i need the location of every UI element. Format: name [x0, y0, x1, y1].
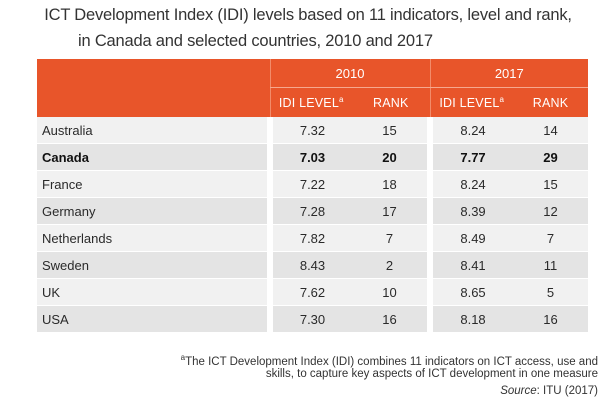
rank-2017-cell: 5 [513, 278, 589, 306]
idi-2017-cell: 7.77 [427, 143, 514, 171]
idi-2017-cell: 8.24 [427, 170, 514, 198]
idi-2017-cell: 8.65 [427, 278, 514, 306]
table-row: France 7.22 18 8.24 15 [37, 170, 589, 198]
rank-2010-cell: 15 [352, 117, 431, 144]
header-idi-level-2010: IDI LEVELa [269, 87, 352, 117]
header-rank-2017: RANK [513, 87, 589, 117]
table-row: Australia 7.32 15 8.24 14 [37, 117, 589, 144]
idi-2017-cell: 8.24 [427, 117, 514, 144]
table-header: 2010 2017 IDI LEVELa RANK IDI LEVELa RAN… [37, 59, 589, 117]
idi-2017-cell: 8.41 [427, 251, 514, 279]
header-idi-level-2017: IDI LEVELa [429, 87, 514, 117]
country-cell: Sweden [37, 251, 270, 279]
rank-2017-cell: 7 [513, 224, 589, 252]
idi-2010-cell: 7.82 [267, 224, 352, 252]
table-title-line-1: ICT Development Index (IDI) levels based… [44, 6, 572, 24]
footnote-marker: a [339, 94, 344, 104]
source-note: Source: ITU (2017) [500, 385, 598, 397]
idi-2010-cell: 7.62 [267, 278, 352, 306]
country-cell: Netherlands [37, 224, 270, 252]
country-cell: UK [37, 278, 270, 306]
idi-table: 2010 2017 IDI LEVELa RANK IDI LEVELa RAN… [37, 59, 589, 333]
header-year-2010: 2010 [269, 59, 431, 88]
idi-2010-cell: 8.43 [267, 251, 352, 279]
idi-2017-cell: 8.18 [427, 305, 514, 333]
rank-2010-cell: 7 [352, 224, 431, 252]
rank-2017-cell: 29 [513, 143, 589, 171]
rank-2010-cell: 18 [352, 170, 431, 198]
footnote-line-2: skills, to capture key aspects of ICT de… [265, 368, 598, 380]
rank-2017-cell: 12 [513, 197, 589, 225]
rank-2010-cell: 17 [352, 197, 431, 225]
rank-2017-cell: 11 [513, 251, 589, 279]
rank-2010-cell: 2 [352, 251, 431, 279]
table-row: UK 7.62 10 8.65 5 [37, 278, 589, 306]
header-year-2017: 2017 [429, 59, 589, 88]
table-row: USA 7.30 16 8.18 16 [37, 305, 589, 333]
country-cell: Canada [37, 143, 270, 171]
rank-2017-cell: 15 [513, 170, 589, 198]
table-body: Australia 7.32 15 8.24 14 Canada 7.03 20 7.77 29 F… [37, 117, 589, 333]
table-title-line-2: in Canada and selected countries, 2010 a… [78, 32, 433, 50]
idi-2010-cell: 7.28 [267, 197, 352, 225]
country-cell: USA [37, 305, 270, 333]
country-cell: Germany [37, 197, 270, 225]
country-cell: France [37, 170, 270, 198]
idi-2010-cell: 7.32 [267, 117, 352, 144]
rank-2017-cell: 16 [513, 305, 589, 333]
rank-2017-cell: 14 [513, 117, 589, 144]
rank-2010-cell: 16 [352, 305, 431, 333]
idi-2010-cell: 7.03 [267, 143, 352, 171]
header-empty [37, 59, 270, 88]
country-cell: Australia [37, 117, 270, 144]
idi-2017-cell: 8.49 [427, 224, 514, 252]
header-empty-2 [37, 87, 270, 117]
table-row: Canada 7.03 20 7.77 29 [37, 143, 589, 171]
idi-2010-cell: 7.22 [267, 170, 352, 198]
table-row: Netherlands 7.82 7 8.49 7 [37, 224, 589, 252]
table-row: Sweden 8.43 2 8.41 11 [37, 251, 589, 279]
idi-2010-cell: 7.30 [267, 305, 352, 333]
idi-2017-cell: 8.39 [427, 197, 514, 225]
footnote-line-1: aThe ICT Development Index (IDI) combine… [180, 353, 598, 368]
table-row: Germany 7.28 17 8.39 12 [37, 197, 589, 225]
rank-2010-cell: 10 [352, 278, 431, 306]
header-rank-2010: RANK [352, 87, 431, 117]
footnote-marker: a [499, 94, 505, 104]
rank-2010-cell: 20 [352, 143, 431, 171]
